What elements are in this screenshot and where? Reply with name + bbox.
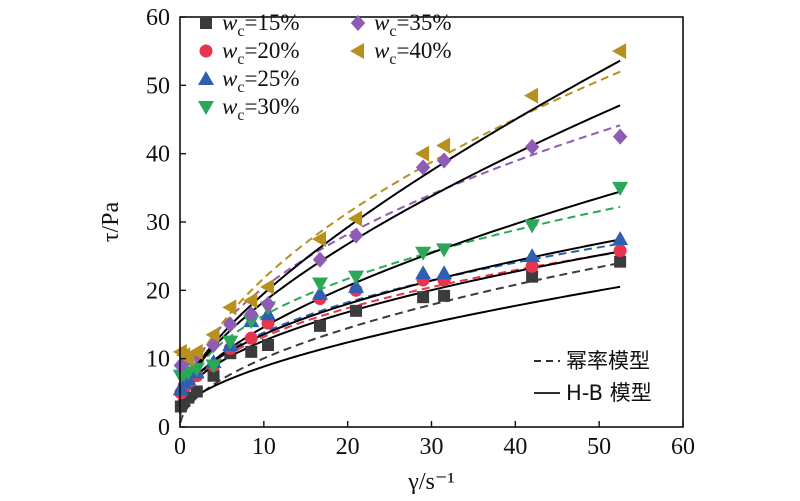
data-point-series-1 [614, 255, 627, 268]
legend-marker-3 [198, 71, 214, 85]
data-point-series-1 [190, 385, 203, 398]
data-point-series-5 [524, 138, 540, 155]
power-law-fit-6 [179, 70, 621, 418]
hb-fit-5 [179, 104, 621, 404]
data-point-series-4 [524, 219, 541, 234]
data-point-series-4 [348, 270, 365, 285]
data-point-series-6 [436, 137, 451, 154]
x-tick-label: 60 [671, 434, 695, 460]
data-markers [172, 43, 629, 413]
data-point-series-6 [205, 326, 220, 343]
data-point-series-5 [244, 306, 259, 323]
data-point-series-1 [245, 345, 258, 358]
legend-marker-6 [350, 43, 364, 59]
model-legend-label-solid: H-B 模型 [566, 381, 652, 405]
data-point-series-4 [205, 359, 222, 374]
data-point-series-3 [348, 278, 365, 293]
data-point-series-6 [180, 350, 195, 367]
legend-label-5: wc=35% [374, 10, 452, 40]
data-point-series-6 [612, 43, 627, 60]
data-point-series-6 [222, 299, 237, 316]
data-point-series-4 [415, 246, 432, 261]
data-point-series-1 [314, 319, 327, 332]
power-law-fit-5 [179, 124, 621, 416]
legend-marker-4 [198, 101, 214, 115]
x-tick-label: 50 [587, 434, 611, 460]
hb-fit-2 [179, 250, 621, 410]
data-point-series-1 [438, 289, 451, 302]
x-tick-label: 30 [420, 434, 444, 460]
x-tick-label: 10 [252, 434, 276, 460]
data-point-series-3 [312, 285, 329, 300]
x-tick-label: 40 [503, 434, 527, 460]
data-point-series-2 [525, 259, 539, 273]
model-legend: 幂率模型 H-B 模型 [534, 349, 652, 405]
data-point-series-6 [348, 210, 363, 227]
legend-marker-5 [350, 15, 366, 31]
data-point-series-4 [312, 277, 329, 292]
y-tick-label: 50 [146, 73, 170, 99]
data-point-series-4 [222, 335, 239, 350]
x-axis-ticks: 0 10 20 30 40 50 60 [174, 421, 695, 460]
x-axis-label: γ/s⁻¹ [407, 469, 454, 495]
data-point-series-5 [348, 227, 364, 244]
data-point-series-5 [612, 128, 628, 145]
x-tick-label: 20 [336, 434, 360, 460]
data-point-series-6 [260, 278, 275, 295]
legend-label-1: wc=15% [222, 10, 300, 40]
data-point-series-6 [243, 292, 258, 309]
data-point-series-6 [188, 343, 203, 360]
y-tick-label: 60 [146, 5, 170, 31]
legend-label-4: wc=30% [222, 94, 300, 124]
power-law-fit-4 [179, 205, 621, 415]
legend-marker-2 [199, 44, 213, 58]
data-point-series-6 [415, 145, 430, 162]
y-tick-label: 0 [158, 415, 170, 441]
data-point-series-5 [436, 152, 452, 169]
data-point-series-2 [244, 331, 258, 345]
data-point-series-2 [613, 244, 627, 258]
data-point-series-3 [524, 248, 541, 263]
y-axis-label: τ/Pa [98, 201, 124, 242]
y-tick-label: 40 [146, 142, 170, 168]
data-point-series-1 [417, 291, 430, 304]
data-point-series-5 [312, 251, 328, 268]
data-point-series-3 [415, 265, 432, 280]
data-point-series-1 [526, 270, 539, 283]
data-point-series-1 [207, 369, 220, 382]
y-tick-label: 10 [146, 347, 170, 373]
x-tick-label: 0 [174, 434, 186, 460]
y-tick-label: 20 [146, 278, 170, 304]
data-point-series-6 [312, 231, 327, 248]
legend-label-3: wc=25% [222, 66, 300, 96]
data-point-series-4 [436, 243, 453, 258]
model-legend-label-dashed: 幂率模型 [566, 349, 650, 373]
series-legend: wc=15%wc=20%wc=25%wc=30% wc=35%wc=40% [198, 10, 452, 124]
data-point-series-6 [524, 87, 539, 104]
data-point-series-5 [260, 296, 276, 312]
data-point-series-3 [612, 231, 629, 246]
legend-label-2: wc=20% [222, 38, 300, 68]
data-point-series-5 [415, 159, 431, 176]
data-point-series-5 [223, 316, 238, 333]
data-point-series-1 [350, 304, 363, 317]
hb-fit-1 [179, 285, 621, 414]
data-point-series-4 [188, 362, 205, 377]
data-point-series-3 [436, 265, 453, 280]
legend-marker-1 [200, 17, 212, 29]
y-tick-label: 30 [146, 210, 170, 236]
data-point-series-4 [612, 181, 629, 196]
data-point-series-1 [262, 339, 275, 351]
y-axis-ticks: 0 10 20 30 40 50 60 [146, 5, 186, 441]
legend-label-6: wc=40% [374, 38, 452, 68]
